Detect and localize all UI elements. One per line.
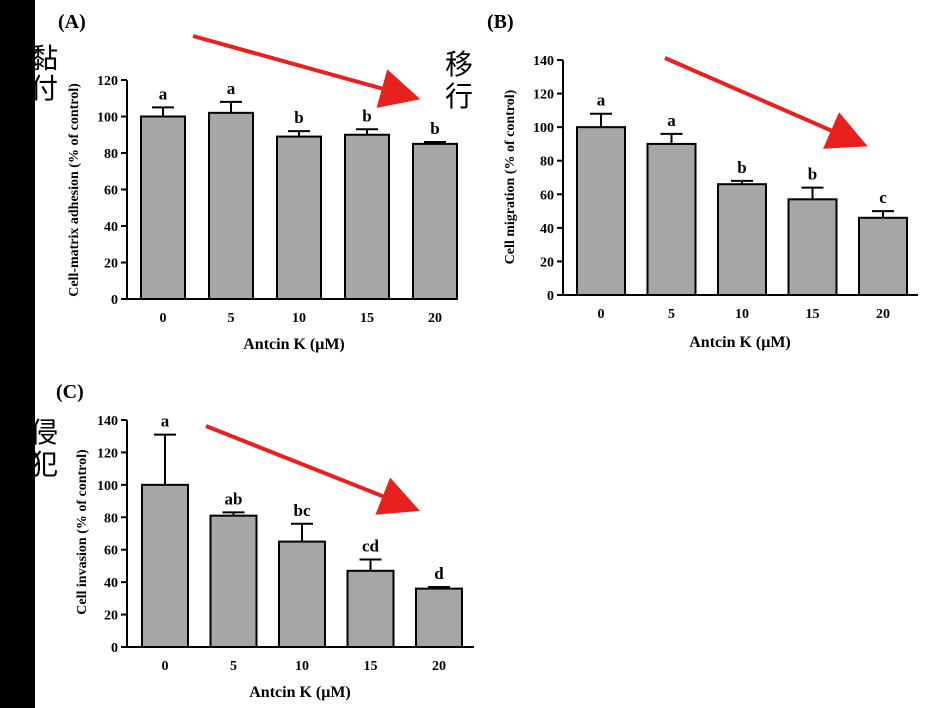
y-tick-label: 140 [533, 54, 554, 69]
x-tick-label: 15 [360, 311, 374, 326]
significance-letter: b [430, 119, 439, 138]
y-tick-label: 100 [97, 111, 118, 126]
bar [415, 587, 463, 649]
y-tick-label: 80 [104, 147, 118, 162]
x-tick-label: 5 [668, 307, 675, 322]
y-tick-label: 120 [533, 88, 554, 103]
bar [276, 135, 322, 300]
panel-a-xlabel: Antcin K (μM) [243, 336, 345, 353]
y-tick-label: 120 [97, 74, 118, 89]
y-tick-label: 60 [104, 184, 118, 199]
y-tick-label: 20 [104, 257, 118, 272]
x-tick-label: 0 [598, 307, 605, 322]
panel-a: (A) Cell-matrix adhesion (% of control) … [58, 11, 458, 353]
y-tick-label: 0 [111, 641, 118, 656]
significance-letter: bc [294, 501, 311, 520]
significance-letter: cd [362, 536, 380, 555]
x-tick-label: 0 [160, 311, 167, 326]
panel-c-annotation-char-1: 侵 [30, 416, 59, 449]
x-tick-label: 10 [292, 311, 306, 326]
x-tick-label: 20 [428, 311, 442, 326]
y-tick-label: 0 [547, 289, 554, 304]
y-tick-label: 0 [111, 293, 118, 308]
y-tick-label: 80 [104, 511, 118, 526]
panel-b: (B) Cell migration (% of control) Antcin… [487, 11, 918, 351]
x-tick-label: 5 [230, 659, 237, 674]
bar [344, 133, 390, 300]
trend-arrow [205, 424, 420, 515]
x-tick-label: 15 [806, 307, 820, 322]
x-tick-label: 15 [364, 659, 378, 674]
significance-letter: b [737, 158, 746, 177]
y-tick-label: 20 [540, 255, 554, 270]
y-tick-label: 120 [97, 446, 118, 461]
panel-b-annotation-char-2: 行 [445, 80, 474, 113]
significance-letter: c [879, 188, 887, 207]
significance-letter: a [667, 111, 676, 130]
panel-c-label: (C) [56, 381, 84, 403]
x-tick-label: 20 [432, 659, 446, 674]
y-tick-label: 100 [533, 121, 554, 136]
bar [346, 569, 395, 648]
bar [208, 111, 254, 300]
left-black-bar [0, 0, 35, 708]
bar [141, 483, 189, 648]
significance-letter: d [434, 564, 444, 583]
panel-a-annotation-char-1: 黏 [30, 42, 59, 75]
bar [576, 126, 626, 297]
panel-b-xlabel: Antcin K (μM) [689, 334, 791, 351]
significance-letter: ab [225, 489, 243, 508]
significance-letter: b [808, 165, 817, 184]
significance-letter: a [159, 84, 168, 103]
significance-letter: a [597, 91, 606, 110]
x-tick-label: 0 [162, 659, 169, 674]
y-tick-label: 100 [97, 479, 118, 494]
bar [278, 540, 326, 648]
y-tick-label: 80 [540, 155, 554, 170]
bar [717, 183, 767, 296]
significance-letter: b [362, 106, 371, 125]
bar [787, 198, 838, 296]
panel-c-ylabel: Cell invasion (% of control) [75, 449, 90, 615]
y-tick-label: 60 [540, 188, 554, 203]
bar [858, 216, 908, 297]
significance-letter: b [294, 108, 303, 127]
x-tick-label: 10 [295, 659, 309, 674]
x-tick-label: 5 [228, 311, 235, 326]
bar [209, 514, 258, 649]
bar [646, 142, 697, 296]
panel-c-xlabel: Antcin K (μM) [249, 684, 351, 701]
panel-c-annotation-char-2: 犯 [30, 448, 59, 481]
trend-arrow [664, 56, 868, 149]
panel-c: (C) Cell invasion (% of control) Antcin … [56, 381, 474, 701]
bar [140, 115, 186, 300]
panel-a-label: (A) [58, 11, 86, 33]
y-tick-label: 20 [104, 609, 118, 624]
trend-arrow [192, 34, 421, 108]
panel-b-annotation-char-1: 移 [445, 48, 474, 81]
y-tick-label: 140 [97, 414, 118, 429]
panel-a-ylabel: Cell-matrix adhesion (% of control) [67, 83, 82, 297]
x-tick-label: 20 [876, 307, 890, 322]
x-tick-label: 10 [735, 307, 749, 322]
panel-a-annotation-char-2: 付 [30, 72, 59, 105]
significance-letter: a [161, 412, 170, 431]
y-tick-label: 40 [104, 220, 118, 235]
panel-b-label: (B) [487, 11, 514, 33]
y-tick-label: 60 [104, 544, 118, 559]
significance-letter: a [227, 79, 236, 98]
bar [412, 142, 458, 300]
y-tick-label: 40 [540, 222, 554, 237]
panel-b-ylabel: Cell migration (% of control) [503, 89, 518, 264]
y-tick-label: 40 [104, 576, 118, 591]
